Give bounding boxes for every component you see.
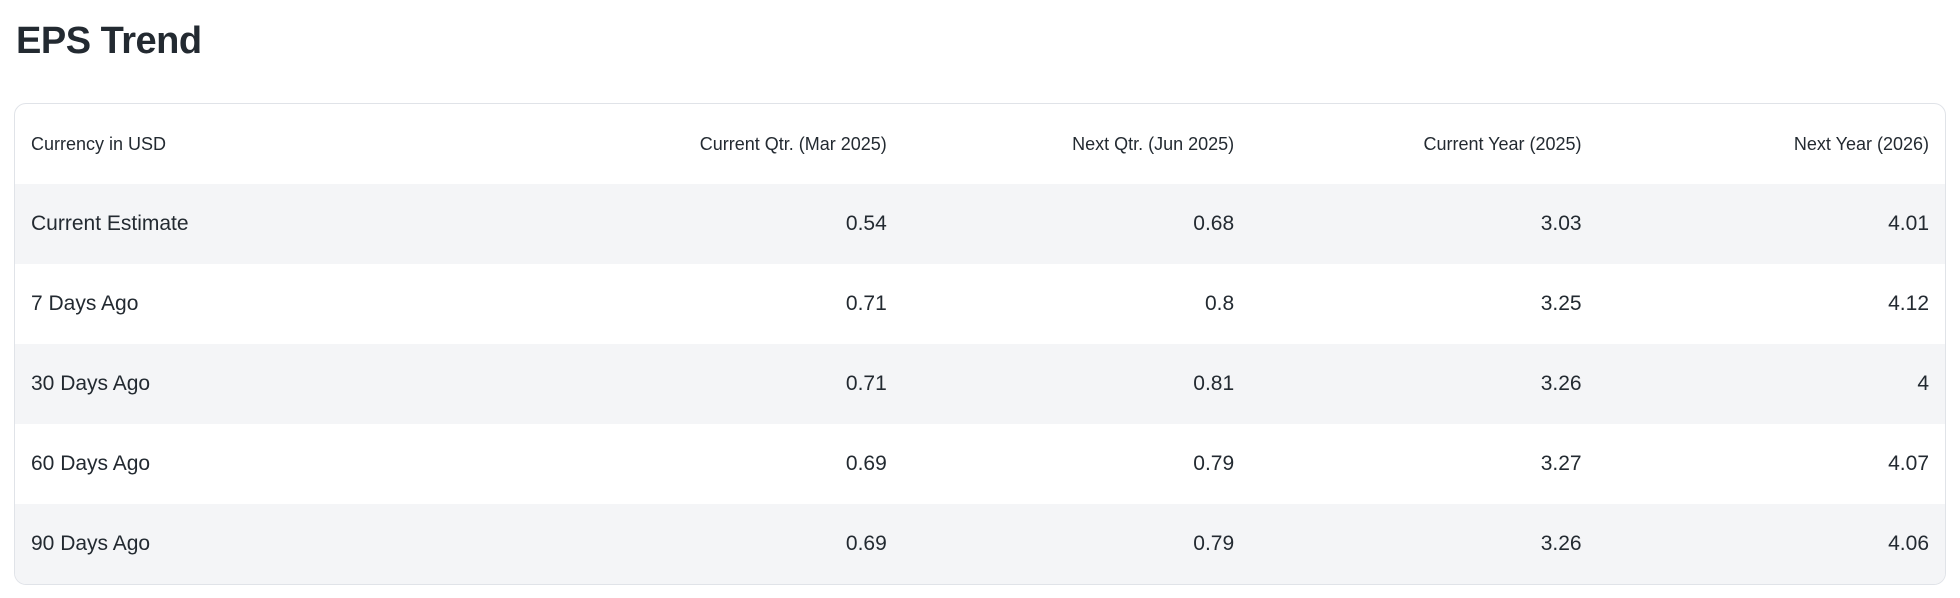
row-label: 30 Days Ago xyxy=(31,372,151,395)
column-header-current-year: Current Year (2025) xyxy=(1423,133,1582,154)
cell-value: 4.12 xyxy=(1888,292,1929,315)
cell-value: 4.01 xyxy=(1888,212,1929,235)
table-row-90-days-ago: 90 Days Ago 0.69 0.79 3.26 4.06 xyxy=(15,504,1945,584)
cell-value: 4.06 xyxy=(1888,532,1929,555)
header-row: Currency in USD Current Qtr. (Mar 2025) … xyxy=(15,104,1945,184)
cell-value: 0.81 xyxy=(1193,372,1235,395)
cell-value: 3.27 xyxy=(1540,452,1582,475)
cell-value: 3.26 xyxy=(1540,532,1582,555)
cell-value: 3.26 xyxy=(1540,372,1582,395)
eps-trend-card: Currency in USD Current Qtr. (Mar 2025) … xyxy=(14,103,1946,585)
table-row-60-days-ago: 60 Days Ago 0.69 0.79 3.27 4.07 xyxy=(15,424,1945,504)
row-label: 7 Days Ago xyxy=(31,292,139,315)
table-body: Current Estimate 0.54 0.68 3.03 4.01 7 D… xyxy=(15,184,1945,584)
cell-value: 3.03 xyxy=(1540,212,1582,235)
row-label: 60 Days Ago xyxy=(31,452,151,475)
cell-value: 4 xyxy=(1917,372,1929,395)
cell-value: 0.69 xyxy=(845,532,887,555)
eps-trend-table: Currency in USD Current Qtr. (Mar 2025) … xyxy=(15,104,1945,584)
table-row-7-days-ago: 7 Days Ago 0.71 0.8 3.25 4.12 xyxy=(15,264,1945,344)
row-label: Current Estimate xyxy=(31,212,189,235)
column-header-next-qtr: Next Qtr. (Jun 2025) xyxy=(1072,133,1235,154)
table-row-30-days-ago: 30 Days Ago 0.71 0.81 3.26 4 xyxy=(15,344,1945,424)
cell-value: 0.68 xyxy=(1193,212,1235,235)
table-row-current-estimate: Current Estimate 0.54 0.68 3.03 4.01 xyxy=(15,184,1945,264)
table-header: Currency in USD Current Qtr. (Mar 2025) … xyxy=(15,104,1945,184)
cell-value: 0.69 xyxy=(845,452,887,475)
cell-value: 0.71 xyxy=(845,292,887,315)
cell-value: 0.8 xyxy=(1204,292,1235,315)
cell-value: 3.25 xyxy=(1540,292,1582,315)
cell-value: 0.54 xyxy=(845,212,887,235)
column-header-current-qtr: Current Qtr. (Mar 2025) xyxy=(699,133,887,154)
cell-value: 4.07 xyxy=(1888,452,1929,475)
cell-value: 0.79 xyxy=(1193,532,1235,555)
column-header-next-year: Next Year (2026) xyxy=(1793,133,1929,154)
column-header-currency: Currency in USD xyxy=(31,133,167,154)
cell-value: 0.71 xyxy=(845,372,887,395)
page-title: EPS Trend xyxy=(16,20,202,62)
cell-value: 0.79 xyxy=(1193,452,1235,475)
row-label: 90 Days Ago xyxy=(31,532,151,555)
